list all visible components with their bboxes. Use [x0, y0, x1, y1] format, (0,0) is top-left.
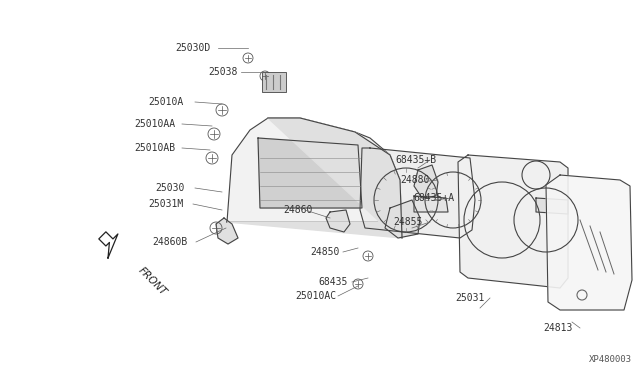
Polygon shape [414, 165, 438, 198]
Text: 24850: 24850 [310, 247, 339, 257]
Text: 24813: 24813 [543, 323, 572, 333]
Polygon shape [414, 196, 448, 212]
Text: XP480003: XP480003 [589, 355, 632, 364]
Text: 24880: 24880 [400, 175, 429, 185]
Text: 25031M: 25031M [148, 199, 183, 209]
Text: 24855: 24855 [393, 217, 422, 227]
Text: 24860: 24860 [283, 205, 312, 215]
Text: 24860B: 24860B [152, 237, 188, 247]
Polygon shape [216, 218, 238, 244]
Polygon shape [546, 175, 632, 310]
Text: FRONT: FRONT [136, 265, 168, 297]
Polygon shape [326, 210, 350, 232]
Polygon shape [458, 155, 568, 288]
Polygon shape [360, 148, 475, 238]
Text: 25010AA: 25010AA [134, 119, 175, 129]
Polygon shape [99, 232, 118, 258]
Text: 25031: 25031 [455, 293, 484, 303]
Polygon shape [536, 198, 568, 214]
Bar [262, 72, 286, 92]
Text: 25010AB: 25010AB [134, 143, 175, 153]
Polygon shape [258, 138, 362, 208]
Text: 25010A: 25010A [148, 97, 183, 107]
Text: 68435: 68435 [318, 277, 348, 287]
Text: 25030D: 25030D [175, 43, 211, 53]
Polygon shape [227, 118, 402, 238]
Text: 25038: 25038 [208, 67, 237, 77]
Text: 25030: 25030 [155, 183, 184, 193]
Polygon shape [227, 118, 402, 238]
Text: 25010AC: 25010AC [295, 291, 336, 301]
Text: 68435+A: 68435+A [413, 193, 454, 203]
Polygon shape [385, 200, 420, 238]
Text: 68435+B: 68435+B [395, 155, 436, 165]
